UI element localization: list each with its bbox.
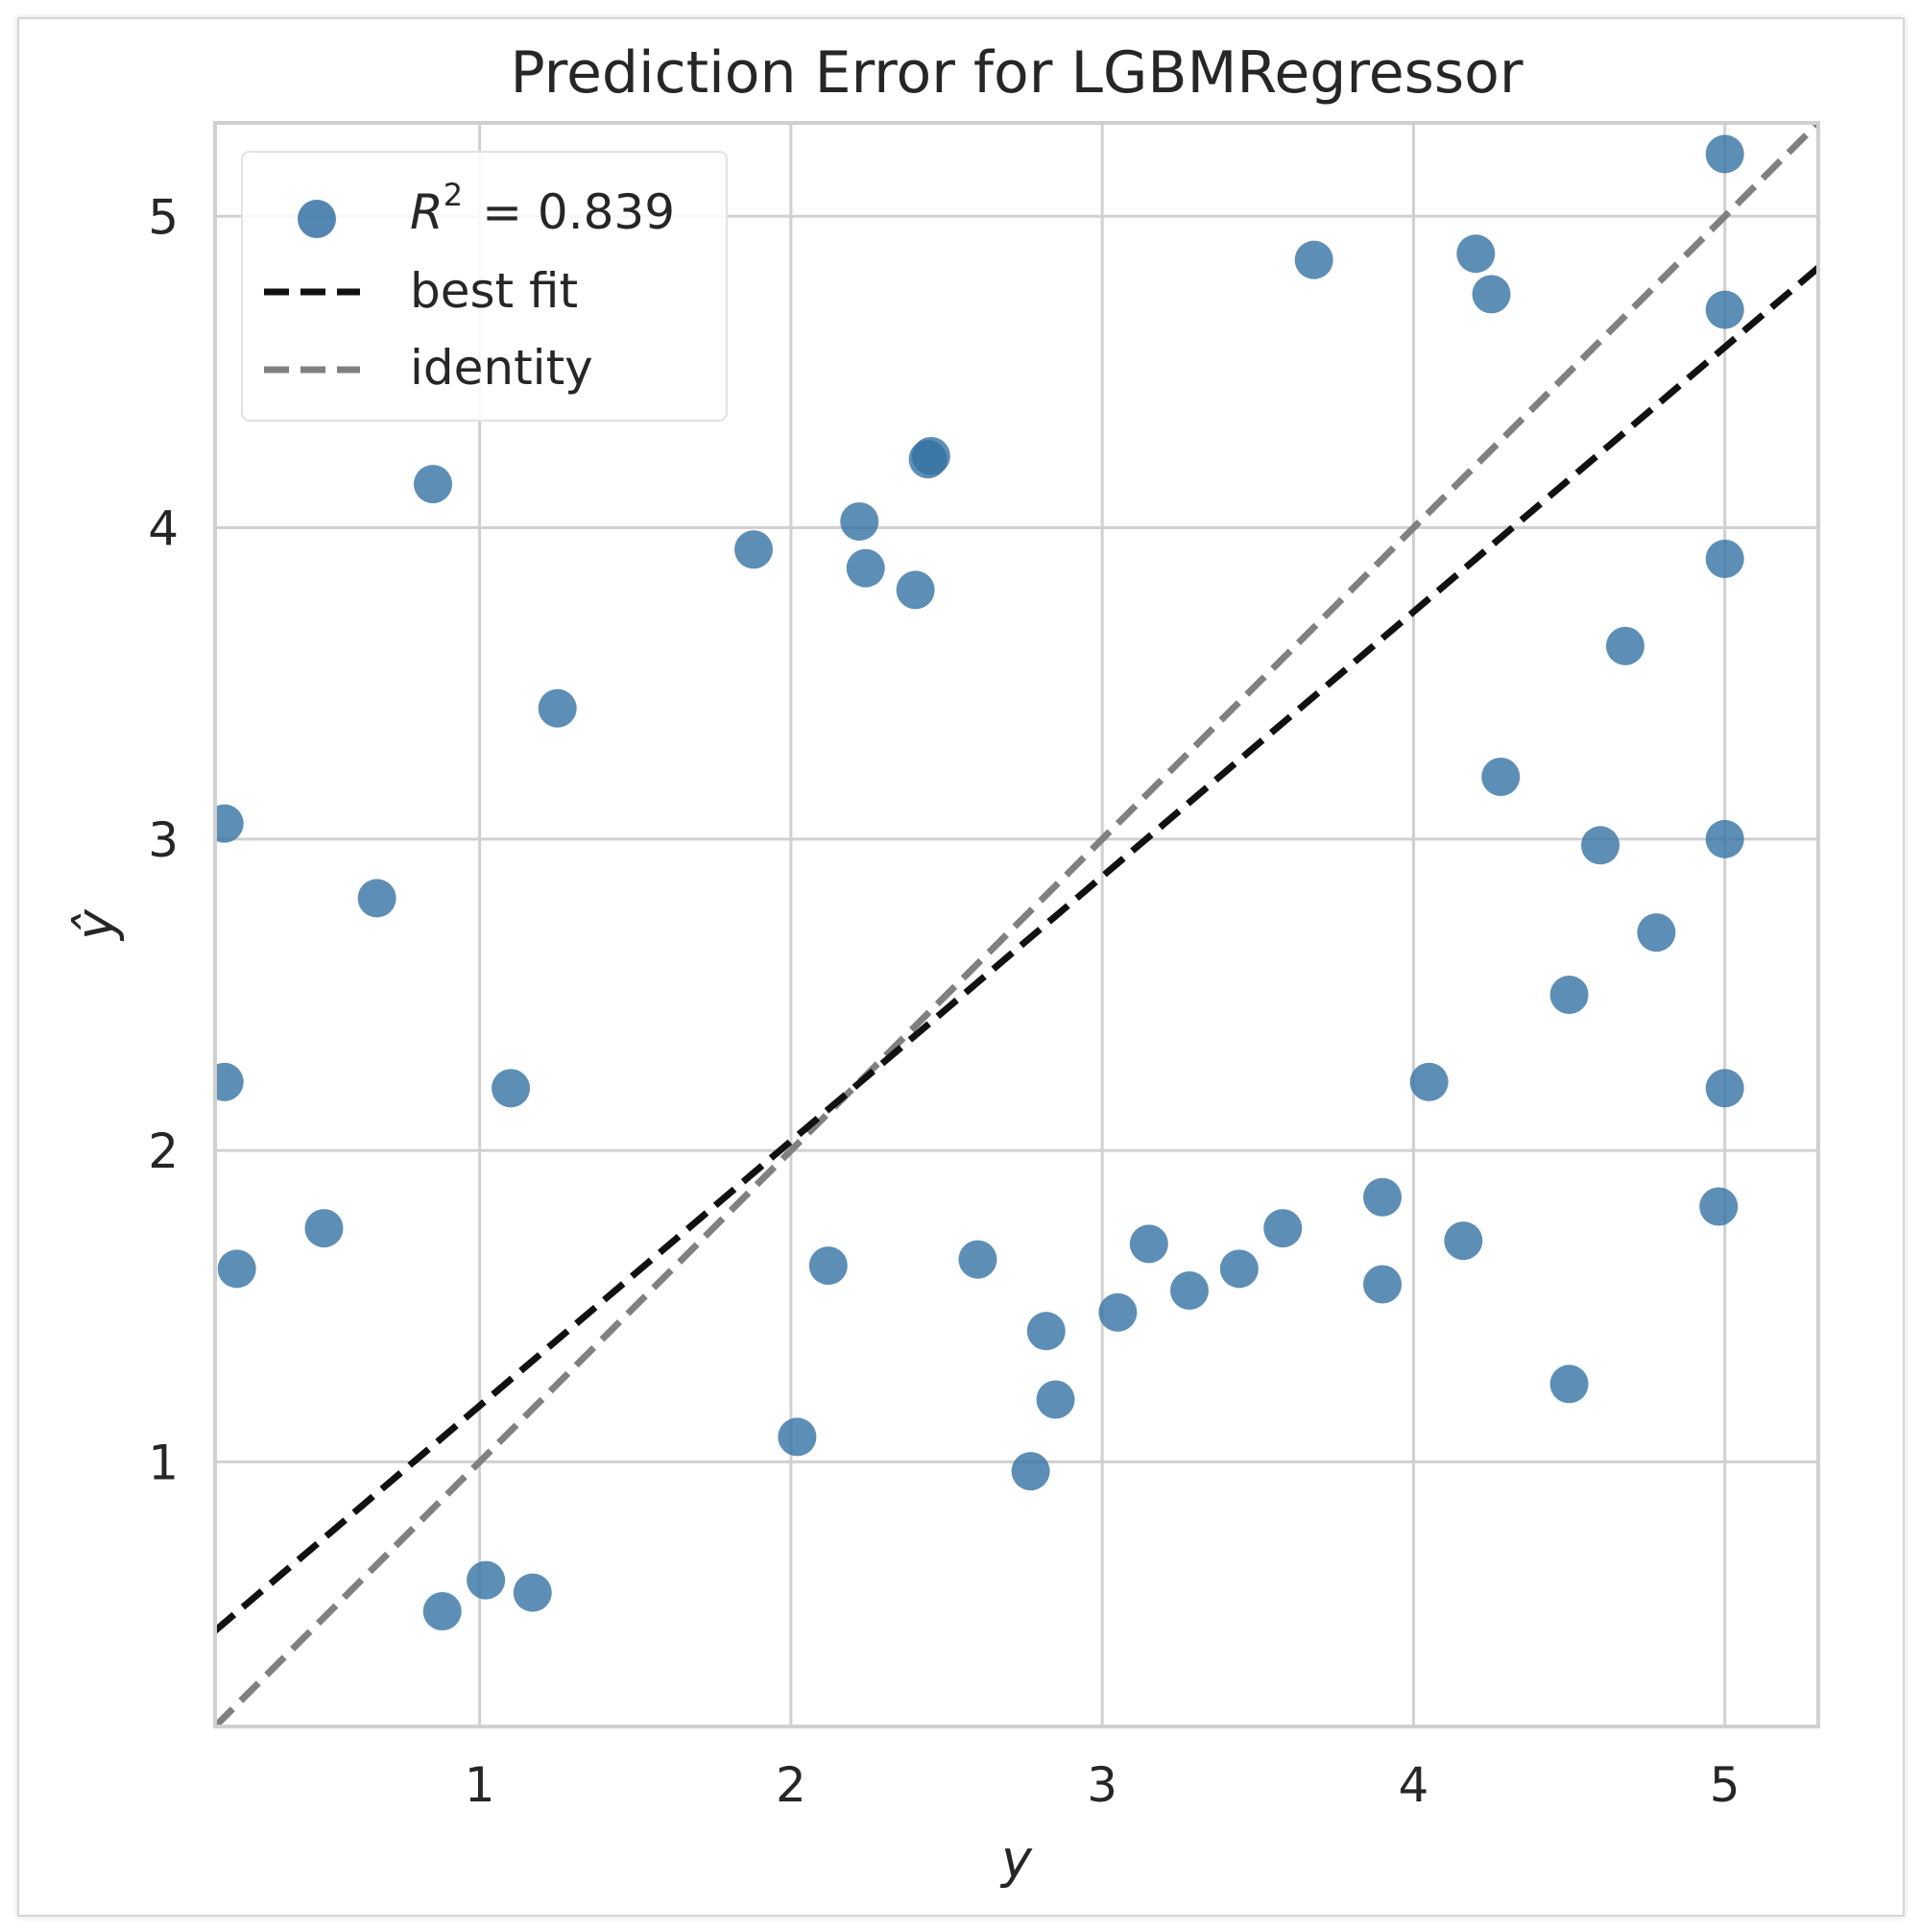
data-point — [1549, 975, 1589, 1014]
data-point — [1581, 826, 1620, 865]
chart-title: Prediction Error for LGBMRegressor — [510, 39, 1523, 107]
data-point — [1444, 1221, 1483, 1261]
identity-line — [215, 123, 1818, 1727]
data-point — [538, 688, 577, 728]
y-axis-label: ŷ — [65, 908, 126, 942]
data-point — [1263, 1209, 1303, 1248]
x-tick-label: 3 — [1087, 1757, 1117, 1813]
tick-labels: 1 2 3 4 5 1 2 3 4 5 — [148, 189, 1740, 1813]
data-point — [422, 1592, 462, 1631]
best-fit-line — [215, 265, 1818, 1633]
data-point — [733, 530, 773, 569]
data-point — [413, 465, 452, 504]
data-point — [1705, 290, 1744, 329]
data-point — [1481, 757, 1521, 796]
data-point — [1409, 1062, 1449, 1101]
r2-superscript: 2 — [444, 177, 463, 213]
data-point — [958, 1240, 997, 1279]
r2-symbol: R — [410, 184, 444, 240]
data-point — [217, 1249, 256, 1289]
data-point — [1699, 1187, 1739, 1226]
data-point — [1011, 1452, 1050, 1491]
y-tick-label: 1 — [148, 1435, 179, 1490]
y-tick-label: 3 — [148, 812, 179, 868]
legend: R2 = 0.839 best fit identity — [241, 151, 728, 422]
data-point — [1705, 539, 1744, 578]
legend-label-best-fit: best fit — [410, 263, 578, 319]
plot-border — [213, 121, 1820, 1728]
data-point — [1129, 1224, 1168, 1264]
data-point — [1363, 1265, 1403, 1304]
data-point — [778, 1417, 817, 1457]
data-point — [1026, 1312, 1066, 1351]
data-point — [215, 1062, 244, 1101]
legend-label-identity: identity — [410, 340, 593, 396]
data-point — [1219, 1249, 1259, 1289]
data-point — [1036, 1380, 1075, 1419]
data-point — [215, 804, 244, 843]
data-point — [492, 1069, 531, 1108]
data-point — [513, 1573, 552, 1612]
r2-value: = 0.839 — [482, 184, 675, 240]
x-tick-label: 4 — [1399, 1757, 1429, 1813]
legend-label-r2: R2 = 0.839 — [410, 177, 675, 240]
data-point — [846, 548, 885, 588]
data-point — [840, 502, 879, 542]
data-point — [1472, 275, 1511, 314]
x-tick-label: 1 — [465, 1757, 495, 1813]
data-point — [304, 1209, 344, 1248]
data-point — [1605, 626, 1644, 665]
data-point — [1705, 134, 1744, 174]
y-tick-label: 5 — [148, 189, 179, 245]
data-point — [1363, 1177, 1403, 1217]
x-tick-label: 2 — [776, 1757, 806, 1813]
data-point — [1549, 1364, 1589, 1404]
data-point — [1098, 1292, 1138, 1332]
legend-marker-points — [298, 200, 336, 238]
data-point — [1637, 913, 1676, 953]
data-point — [896, 570, 935, 610]
data-point — [808, 1246, 848, 1286]
data-point — [1169, 1271, 1209, 1311]
y-tick-label: 2 — [148, 1123, 179, 1179]
data-point — [1705, 1069, 1744, 1108]
legend-box — [241, 151, 728, 422]
data-points — [215, 134, 1744, 1631]
data-point — [1456, 234, 1496, 274]
data-point — [908, 440, 948, 479]
reference-lines — [215, 123, 1818, 1727]
data-point — [1705, 819, 1744, 858]
data-point — [357, 879, 396, 918]
data-point — [1294, 240, 1333, 279]
x-axis-label: y — [999, 1829, 1033, 1890]
data-point — [467, 1560, 506, 1600]
x-tick-label: 5 — [1710, 1757, 1740, 1813]
y-tick-label: 4 — [148, 501, 179, 557]
